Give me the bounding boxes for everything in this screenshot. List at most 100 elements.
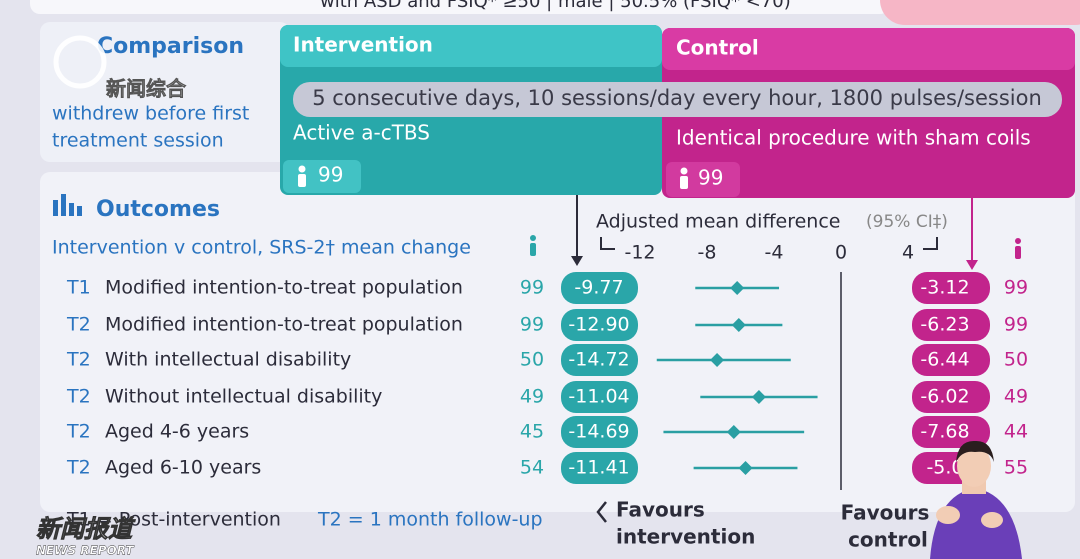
favours-label: intervention xyxy=(616,525,755,549)
person-icon xyxy=(298,165,306,187)
value-pill xyxy=(912,416,990,448)
x-tick-label: -12 xyxy=(624,242,655,264)
program-logo-en: NEWS REPORT xyxy=(36,544,134,558)
program-logo: 新闻报道 xyxy=(36,515,136,543)
value-pill xyxy=(561,344,638,376)
intervention-value: -11.04 xyxy=(568,386,629,408)
channel-logo: 新闻综合 xyxy=(53,35,187,101)
comparison-note: treatment session xyxy=(52,130,224,152)
value-pill xyxy=(561,452,638,484)
intervention-value: -14.72 xyxy=(568,349,629,371)
row-label: Modified intention-to-treat population xyxy=(105,277,463,299)
control-value: -6.44 xyxy=(920,349,969,371)
favours-label: Favours xyxy=(616,498,705,522)
person-icon xyxy=(1015,238,1021,259)
outcomes-icon xyxy=(53,194,82,216)
comparison-title: Comparison xyxy=(97,34,244,59)
intervention-row-n: 49 xyxy=(520,386,544,408)
point-estimate xyxy=(730,281,745,295)
control-row-n: 49 xyxy=(1004,386,1028,408)
control-title: Control xyxy=(676,36,759,60)
timepoint: T2 xyxy=(66,421,91,443)
arrow-head xyxy=(571,256,583,266)
value-pill xyxy=(912,344,990,376)
point-estimate xyxy=(738,461,753,475)
value-pill xyxy=(561,381,638,413)
x-tick-label: 0 xyxy=(835,242,847,264)
outcomes-subtitle: Intervention v control, SRS-2† mean chan… xyxy=(52,237,471,259)
footnote: T1 = Post-intervention xyxy=(66,509,281,531)
outcomes-title: Outcomes xyxy=(96,197,220,222)
decor xyxy=(880,0,1080,25)
axis-ci-label: (95% CI‡) xyxy=(866,212,948,232)
x-tick-label: -8 xyxy=(698,242,717,264)
control-n: 99 xyxy=(698,166,723,190)
protocol: 5 consecutive days, 10 sessions/day ever… xyxy=(312,86,1042,110)
point-estimate xyxy=(731,318,746,332)
outcomes-panel xyxy=(40,172,1075,512)
intervention-value: -14.69 xyxy=(568,421,629,443)
value-pill xyxy=(561,416,638,448)
intervention-arm: Active a-cTBS xyxy=(293,121,430,145)
header-fragment: with ASD and FSIQ* ≥50 | male | 50.5% (F… xyxy=(320,0,791,12)
value-pill xyxy=(912,309,990,341)
point-estimate xyxy=(726,425,741,439)
timepoint: T2 xyxy=(66,349,91,371)
control-value: -7.68 xyxy=(920,421,969,443)
x-tick-label: 4 xyxy=(902,242,914,264)
intervention-title: Intervention xyxy=(293,33,433,57)
timepoint: T2 xyxy=(66,314,91,336)
value-pill xyxy=(561,309,638,341)
axis-bracket xyxy=(600,237,938,250)
control-row-n: 44 xyxy=(1004,421,1028,443)
control-row-n: 99 xyxy=(1004,277,1028,299)
intervention-header xyxy=(280,25,662,67)
point-estimate xyxy=(751,390,766,404)
intervention-value: -12.90 xyxy=(568,314,629,336)
x-tick-label: -4 xyxy=(765,242,784,264)
top-panel xyxy=(30,0,890,14)
intervention-row-n: 99 xyxy=(520,277,544,299)
chevron xyxy=(596,501,607,523)
control-header xyxy=(662,28,1075,70)
control-row-n: 50 xyxy=(1004,349,1028,371)
person-icon xyxy=(530,235,536,256)
channel-name: 新闻综合 xyxy=(106,77,187,101)
comparison-note: withdrew before first xyxy=(52,103,249,125)
row-label: Aged 4-6 years xyxy=(105,421,249,443)
value-pill xyxy=(912,272,990,304)
control-value: -3.12 xyxy=(920,277,969,299)
control-value: -6.02 xyxy=(920,386,969,408)
point-estimate xyxy=(710,353,725,367)
footnote: T2 = 1 month follow-up xyxy=(317,509,543,531)
timepoint: T2 xyxy=(66,386,91,408)
intervention-value: -11.41 xyxy=(568,457,629,479)
value-pill xyxy=(912,381,990,413)
protocol-pill xyxy=(293,82,1062,117)
control-value: -6.23 xyxy=(920,314,969,336)
intervention-row-n: 45 xyxy=(520,421,544,443)
interpreter xyxy=(930,440,1022,559)
favours-label: control xyxy=(848,528,928,552)
axis-title: Adjusted mean difference xyxy=(596,211,841,233)
arrow-head xyxy=(966,260,978,270)
favours-label: Favours xyxy=(841,501,930,525)
intervention-value: -9.77 xyxy=(574,277,623,299)
timepoint: T2 xyxy=(66,457,91,479)
value-pill xyxy=(561,272,638,304)
intervention-row-n: 99 xyxy=(520,314,544,336)
row-label: Modified intention-to-treat population xyxy=(105,314,463,336)
control-arm: Identical procedure with sham coils xyxy=(676,126,1031,150)
intervention-n: 99 xyxy=(318,163,343,187)
intervention-row-n: 50 xyxy=(520,349,544,371)
row-label: Without intellectual disability xyxy=(105,386,382,408)
row-label: With intellectual disability xyxy=(105,349,351,371)
timepoint: T1 xyxy=(66,277,91,299)
row-label: Aged 6-10 years xyxy=(105,457,261,479)
control-row-n: 55 xyxy=(1004,457,1028,479)
control-value: -5.0 xyxy=(926,457,963,479)
control-row-n: 99 xyxy=(1004,314,1028,336)
intervention-row-n: 54 xyxy=(520,457,544,479)
